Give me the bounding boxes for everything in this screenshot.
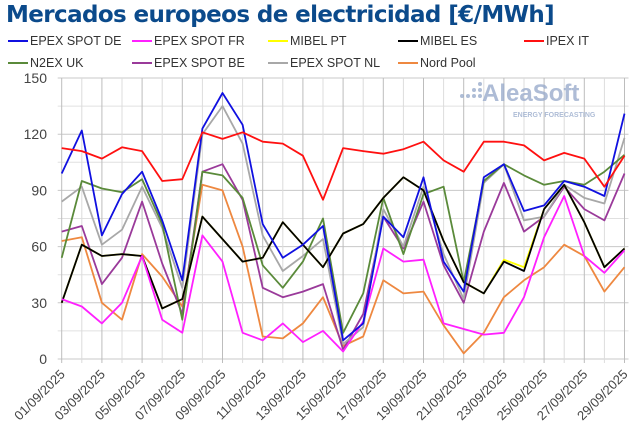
legend-swatch xyxy=(132,62,152,64)
y-tick-label: 120 xyxy=(24,126,48,142)
watermark-logo-dot xyxy=(478,82,482,86)
legend-label: EPEX SPOT BE xyxy=(154,56,245,70)
legend-swatch xyxy=(268,62,288,64)
legend-item: MIBEL PT xyxy=(268,34,347,48)
legend-swatch xyxy=(8,40,28,42)
y-tick-label: 0 xyxy=(39,351,47,367)
series-line-epex-spot-be xyxy=(61,163,626,351)
y-tick-label: 90 xyxy=(31,182,47,198)
legend-item: IPEX IT xyxy=(524,34,589,48)
chart-title: Mercados europeos de electricidad [€/MWh… xyxy=(6,2,555,28)
legend-label: MIBEL PT xyxy=(290,34,347,48)
series-line-epex-spot-nl xyxy=(61,105,626,345)
watermark-logo-dot xyxy=(478,88,482,92)
legend-label: N2EX UK xyxy=(30,56,84,70)
legend-item: MIBEL ES xyxy=(398,34,477,48)
legend-swatch xyxy=(398,62,418,64)
legend-item: EPEX SPOT NL xyxy=(268,56,380,70)
legend-label: IPEX IT xyxy=(546,34,590,48)
watermark-logo-dot xyxy=(472,94,476,98)
series-line-ipex-it xyxy=(61,131,626,201)
legend-item: EPEX SPOT DE xyxy=(8,34,121,48)
legend-item: EPEX SPOT FR xyxy=(132,34,245,48)
y-tick-label: 60 xyxy=(31,239,47,255)
watermark-logo-dot xyxy=(466,94,470,98)
series-line-epex-spot-fr xyxy=(61,195,626,353)
legend-swatch xyxy=(524,40,544,42)
watermark-logo: AleaSoft xyxy=(482,80,579,107)
legend-item: EPEX SPOT BE xyxy=(132,56,245,70)
watermark-logo-dot xyxy=(478,94,482,98)
legend-label: Nord Pool xyxy=(420,56,476,70)
legend-swatch xyxy=(132,40,152,42)
series-line-n2ex-uk xyxy=(60,154,626,334)
legend-label: EPEX SPOT NL xyxy=(290,56,381,70)
legend-swatch xyxy=(268,40,288,42)
y-tick-label: 150 xyxy=(24,70,48,86)
legend-swatch xyxy=(8,62,28,64)
legend-swatch xyxy=(398,40,418,42)
watermark-logo-dot xyxy=(460,94,464,98)
watermark-tagline: ENERGY FORECASTING xyxy=(513,112,596,119)
legend-label: EPEX SPOT DE xyxy=(30,34,122,48)
series-line-mibel-es xyxy=(60,176,626,310)
y-tick-label: 30 xyxy=(31,295,47,311)
legend-item: N2EX UK xyxy=(8,56,84,70)
legend-label: MIBEL ES xyxy=(420,34,478,48)
watermark-logo-dot xyxy=(472,88,476,92)
legend-label: EPEX SPOT FR xyxy=(154,34,245,48)
series-line-epex-spot-de xyxy=(60,92,626,342)
legend-item: Nord Pool xyxy=(398,56,476,70)
